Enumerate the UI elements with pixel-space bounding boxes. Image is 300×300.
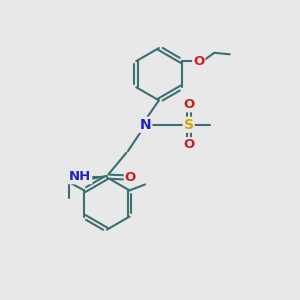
Text: O: O xyxy=(183,138,194,151)
Text: S: S xyxy=(184,118,194,132)
Text: O: O xyxy=(183,98,194,111)
Text: O: O xyxy=(193,55,204,68)
Text: N: N xyxy=(140,118,152,132)
Text: NH: NH xyxy=(69,170,91,183)
Text: O: O xyxy=(125,171,136,184)
